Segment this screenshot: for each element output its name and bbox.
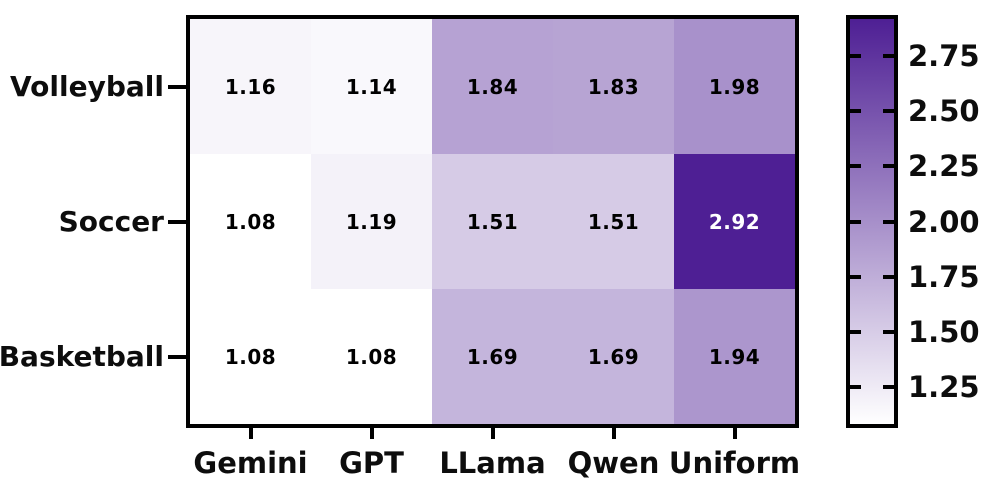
cell-value: 1.08 (224, 209, 277, 234)
colorbar-tick (883, 219, 894, 224)
heatmap-cell: 2.92 (674, 154, 795, 289)
cell-value: 1.08 (345, 344, 398, 369)
y-axis-tick (168, 84, 190, 89)
cell-value: 2.92 (708, 209, 761, 234)
colorbar-tick (883, 164, 894, 169)
colorbar-tick-label: 2.00 (908, 204, 980, 239)
colorbar-tick (850, 54, 861, 59)
cell-value: 1.08 (224, 344, 277, 369)
colorbar-tick (850, 219, 861, 224)
heatmap-cell: 1.14 (311, 19, 432, 154)
heatmap-cell: 1.69 (432, 289, 553, 424)
colorbar-tick (850, 384, 861, 389)
cell-value: 1.19 (345, 209, 398, 234)
heatmap-cell: 1.19 (311, 154, 432, 289)
y-axis-tick (168, 354, 190, 359)
cell-value: 1.84 (466, 74, 519, 99)
colorbar-tick (850, 274, 861, 279)
x-axis-tick (248, 424, 253, 439)
column-label: Qwen (567, 446, 660, 480)
heatmap-cell: 1.84 (432, 19, 553, 154)
heatmap-cell: 1.98 (674, 19, 795, 154)
column-label: Gemini (193, 446, 308, 480)
cell-value: 1.69 (466, 344, 519, 369)
cell-value: 1.51 (466, 209, 519, 234)
colorbar-tick (883, 274, 894, 279)
colorbar-tick (883, 109, 894, 114)
cell-value: 1.98 (708, 74, 761, 99)
heatmap-cell: 1.16 (190, 19, 311, 154)
heatmap-cell: 1.51 (553, 154, 674, 289)
colorbar-tick-label: 1.50 (908, 314, 980, 349)
cell-value: 1.16 (224, 74, 277, 99)
row-label: Soccer (58, 204, 164, 238)
x-axis-tick (611, 424, 616, 439)
row-label: Basketball (0, 339, 164, 373)
column-label: LLama (439, 446, 546, 480)
heatmap-cell: 1.08 (311, 289, 432, 424)
colorbar-tick (850, 329, 861, 334)
cell-value: 1.14 (345, 74, 398, 99)
heatmap-cell: 1.69 (553, 289, 674, 424)
cell-value: 1.83 (587, 74, 640, 99)
heatmap-cell: 1.83 (553, 19, 674, 154)
x-axis-tick (490, 424, 495, 439)
heatmap-cell: 1.94 (674, 289, 795, 424)
colorbar-tick (850, 109, 861, 114)
cell-value: 1.51 (587, 209, 640, 234)
heatmap-grid: 1.16 1.14 1.84 1.83 1.98 1.08 1.19 1.51 1.51 2.92… (186, 15, 799, 428)
colorbar-tick (850, 164, 861, 169)
x-axis-tick (369, 424, 374, 439)
cell-value: 1.69 (587, 344, 640, 369)
colorbar-tick-label: 1.25 (908, 369, 980, 404)
heatmap-cell: 1.08 (190, 154, 311, 289)
colorbar-tick (883, 54, 894, 59)
colorbar-tick-label: 1.75 (908, 259, 980, 294)
colorbar-tick-label: 2.25 (908, 149, 980, 184)
row-label: Volleyball (10, 69, 164, 103)
colorbar-tick-label: 2.50 (908, 94, 980, 129)
heatmap-cell: 1.51 (432, 154, 553, 289)
column-label: GPT (339, 446, 404, 480)
colorbar-tick (883, 384, 894, 389)
y-axis-tick (168, 219, 190, 224)
heatmap-cell: 1.08 (190, 289, 311, 424)
column-label: Uniform (668, 446, 801, 480)
x-axis-tick (732, 424, 737, 439)
colorbar-tick-label: 2.75 (908, 39, 980, 74)
cell-value: 1.94 (708, 344, 761, 369)
colorbar-tick (883, 329, 894, 334)
